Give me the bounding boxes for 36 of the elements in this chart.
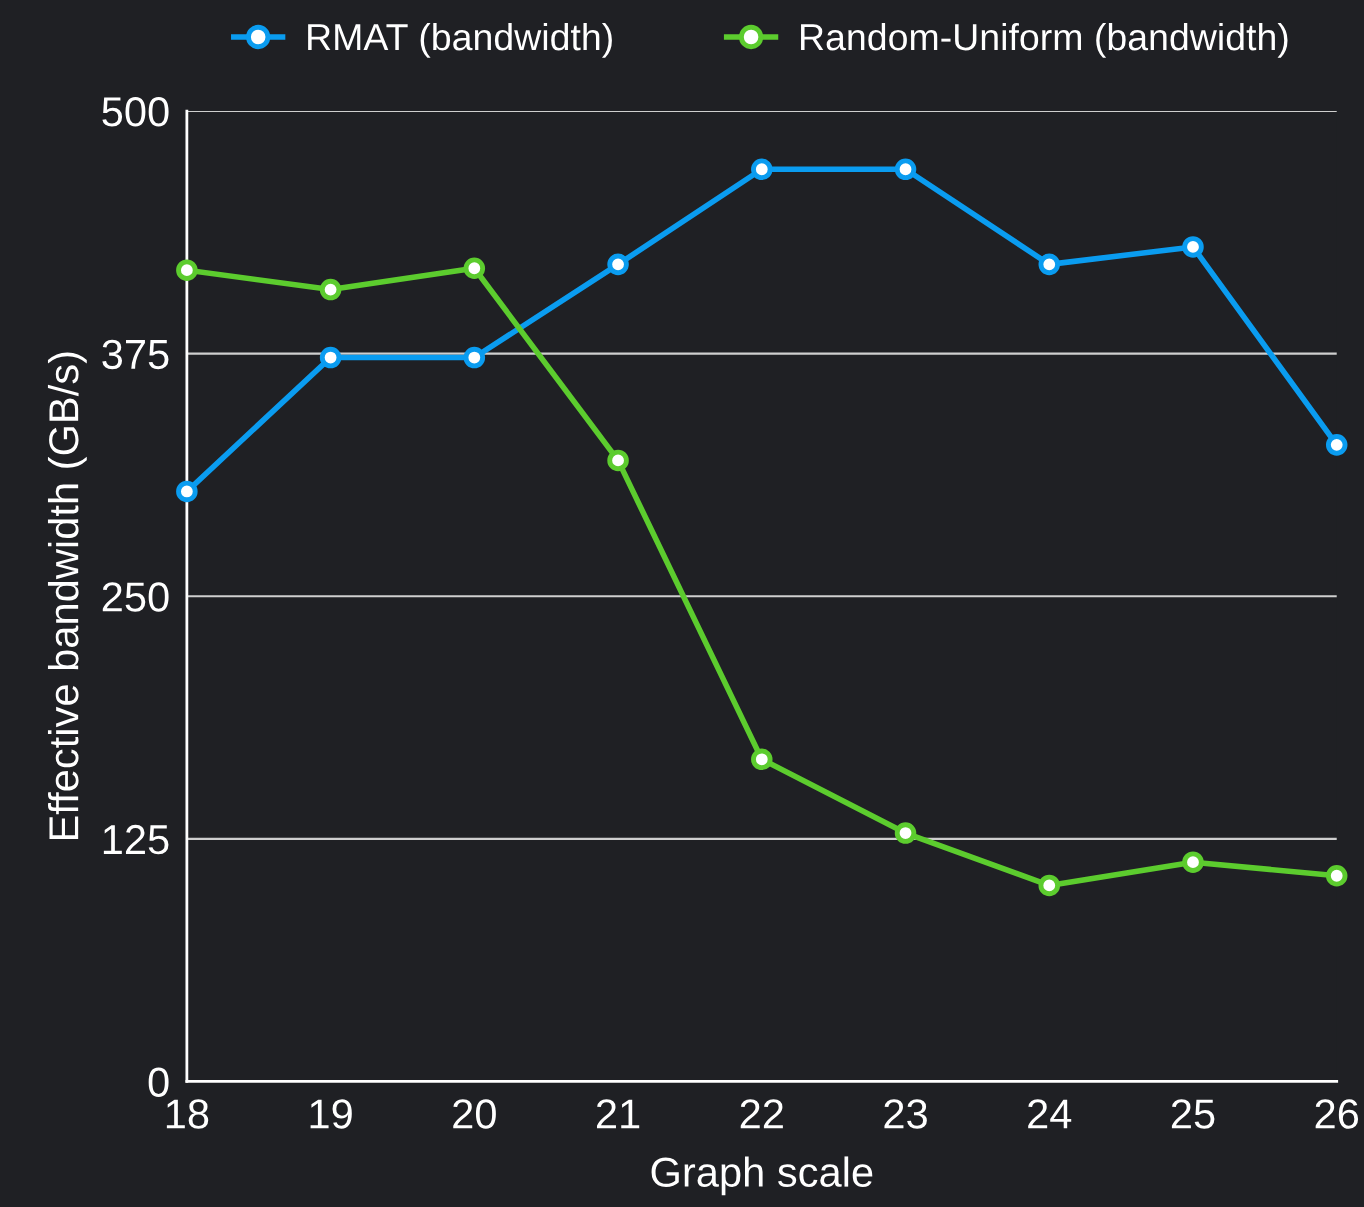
x-tick-label: 22 xyxy=(740,1099,783,1129)
x-tick-label: 20 xyxy=(453,1099,496,1129)
point xyxy=(894,822,917,844)
y-tick-label: 375 xyxy=(102,339,169,370)
y-tick-label: 125 xyxy=(103,824,169,855)
x-tick-label: 21 xyxy=(596,1099,640,1129)
point xyxy=(894,158,917,181)
point xyxy=(751,158,773,181)
point xyxy=(751,748,773,771)
x-tick-label: 25 xyxy=(1171,1099,1215,1129)
point xyxy=(319,346,342,369)
point xyxy=(319,278,342,301)
y-tick-label: 250 xyxy=(102,582,169,612)
point xyxy=(176,480,198,503)
point xyxy=(607,253,629,276)
point xyxy=(176,259,198,281)
x-axis-title: Graph scale xyxy=(651,1156,873,1196)
y-tick-label: 0 xyxy=(148,1067,169,1097)
x-tick-label: 24 xyxy=(1028,1099,1072,1129)
point xyxy=(1182,236,1204,258)
legend-label: RMAT (bandwidth) xyxy=(308,22,612,58)
x-tick-label: 23 xyxy=(884,1099,927,1129)
point xyxy=(607,449,629,472)
x-tick-label: 18 xyxy=(166,1099,209,1129)
x-tick-label: 26 xyxy=(1315,1099,1359,1129)
y-axis-title: Effective bandwidth (GB/s) xyxy=(47,352,87,840)
point xyxy=(1325,864,1348,887)
legend-label: Random-Uniform (bandwidth) xyxy=(801,22,1288,58)
point xyxy=(1038,874,1061,897)
y-tick-label: 500 xyxy=(102,97,169,127)
x-tick-label: 19 xyxy=(310,1099,352,1129)
point xyxy=(1182,851,1204,873)
point xyxy=(1325,434,1348,456)
point xyxy=(1038,253,1061,276)
point xyxy=(463,257,486,280)
point xyxy=(463,346,486,369)
